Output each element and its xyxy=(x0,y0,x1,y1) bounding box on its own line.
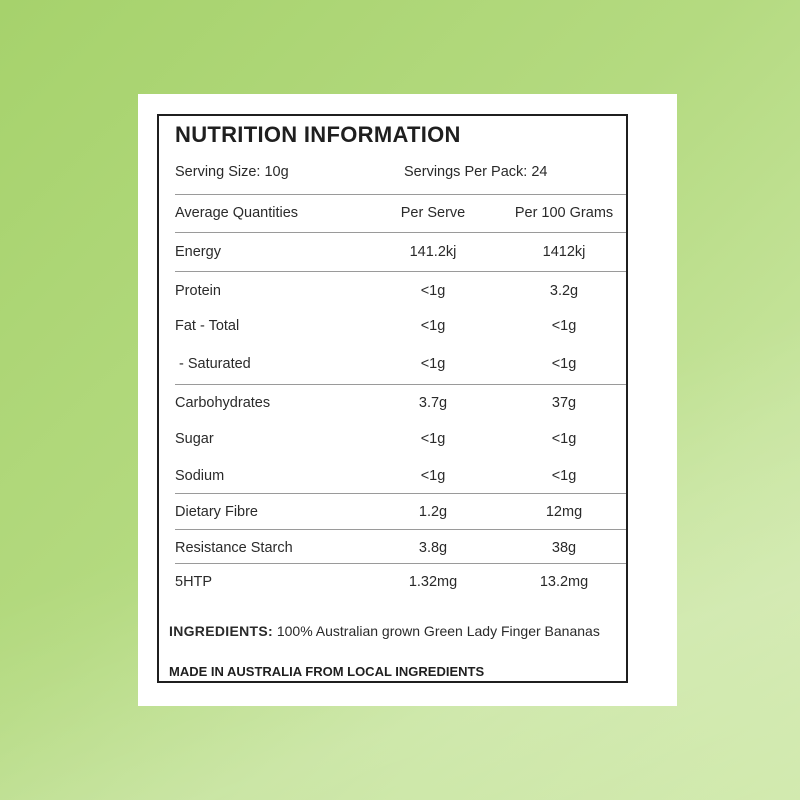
per-100g-value: <1g xyxy=(551,318,577,334)
per-serve-value: <1g xyxy=(420,356,446,372)
per-serve-value: <1g xyxy=(420,318,446,334)
per-100g-value: 13.2mg xyxy=(539,574,589,590)
header-per-100-grams: Per 100 Grams xyxy=(514,205,614,221)
per-serve-value: 1.2g xyxy=(418,504,448,520)
per-serve-value: 141.2kj xyxy=(409,244,457,260)
per-100g-value: 1412kj xyxy=(542,244,586,260)
header-per-serve: Per Serve xyxy=(400,205,466,221)
nutrition-panel: NUTRITION INFORMATION Serving Size: 10g … xyxy=(157,114,628,683)
table-row: Sugar <1g <1g xyxy=(175,421,626,457)
table-row: Carbohydrates 3.7g 37g xyxy=(175,384,626,421)
servings-per-pack: Servings Per Pack: 24 xyxy=(404,164,548,180)
per-serve-value: <1g xyxy=(420,468,446,484)
nutrient-name: Energy xyxy=(175,244,221,260)
nutrient-name: Sodium xyxy=(175,468,225,484)
table-header-row: Average Quantities Per Serve Per 100 Gra… xyxy=(175,194,626,231)
label-card xyxy=(138,94,677,706)
per-100g-value: 37g xyxy=(551,395,577,411)
per-100g-value: <1g xyxy=(551,431,577,447)
made-in-statement: MADE IN AUSTRALIA FROM LOCAL INGREDIENTS xyxy=(169,664,485,679)
table-row: Dietary Fibre 1.2g 12mg xyxy=(175,493,626,530)
table-row: Sodium <1g <1g xyxy=(175,458,626,494)
per-serve-value: 1.32mg xyxy=(408,574,458,590)
table-row: - Saturated <1g <1g xyxy=(175,346,626,382)
nutrient-name: Fat - Total xyxy=(175,318,240,334)
table-row: 5HTP 1.32mg 13.2mg xyxy=(175,563,626,600)
per-100g-value: 38g xyxy=(551,540,577,556)
header-average-quantities: Average Quantities xyxy=(175,205,299,221)
nutrient-name: Carbohydrates xyxy=(175,395,271,411)
per-serve-value: <1g xyxy=(420,282,446,299)
nutrient-name: - Saturated xyxy=(179,356,251,372)
nutrient-name: 5HTP xyxy=(175,574,213,590)
per-100g-value: 12mg xyxy=(545,504,583,520)
ingredients-text: 100% Australian grown Green Lady Finger … xyxy=(276,623,600,639)
table-row: Fat - Total <1g <1g xyxy=(175,308,626,344)
nutrient-name: Sugar xyxy=(175,431,214,447)
per-100g-value: <1g xyxy=(551,356,577,372)
table-row: Resistance Starch 3.8g 38g xyxy=(175,529,626,566)
nutrient-name: Dietary Fibre xyxy=(175,504,258,520)
per-100g-value: <1g xyxy=(551,468,577,484)
table-row: Protein <1g 3.2g xyxy=(175,271,626,309)
per-serve-value: 3.7g xyxy=(418,395,448,411)
ingredients-label: INGREDIENTS: xyxy=(169,623,273,639)
panel-title: NUTRITION INFORMATION xyxy=(175,122,461,147)
per-100g-value: 3.2g xyxy=(549,282,579,299)
per-serve-value: <1g xyxy=(420,431,446,447)
ingredients-line: INGREDIENTS: 100% Australian grown Green… xyxy=(169,623,600,639)
nutrient-name: Resistance Starch xyxy=(175,540,293,556)
serving-size: Serving Size: 10g xyxy=(175,164,289,180)
per-serve-value: 3.8g xyxy=(418,540,448,556)
nutrient-name: Protein xyxy=(175,282,221,299)
table-row: Energy 141.2kj 1412kj xyxy=(175,232,626,271)
